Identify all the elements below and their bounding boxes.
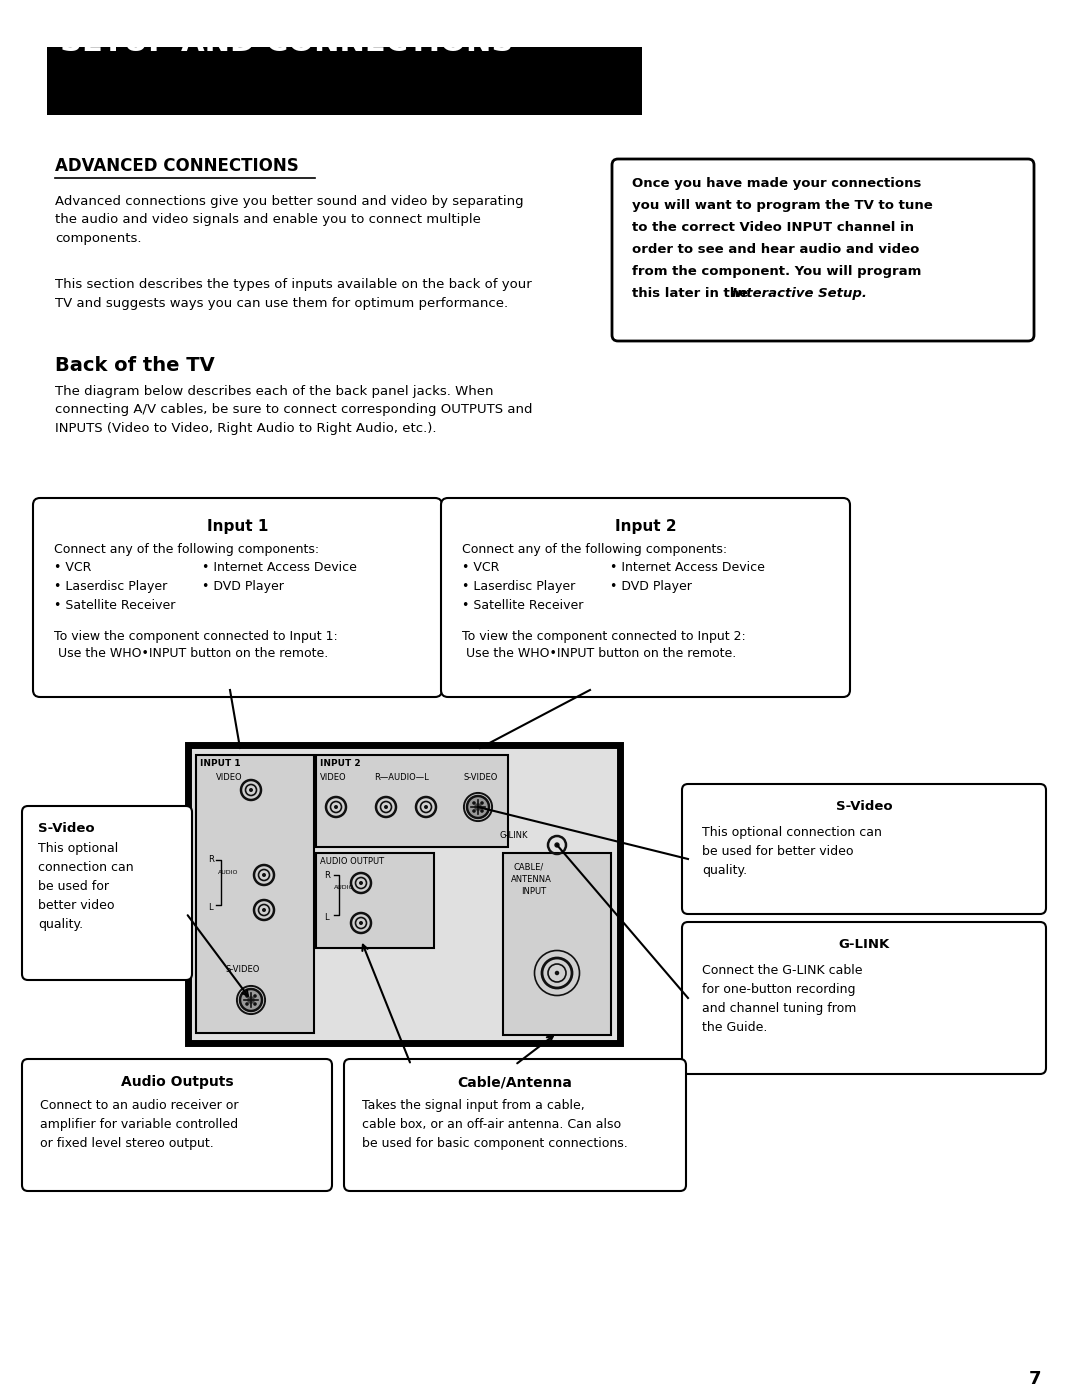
Text: Once you have made your connections: Once you have made your connections <box>632 177 921 190</box>
Circle shape <box>472 809 476 813</box>
Bar <box>316 854 434 949</box>
FancyBboxPatch shape <box>441 497 850 697</box>
FancyBboxPatch shape <box>22 806 192 981</box>
Text: To view the component connected to Input 2:: To view the component connected to Input… <box>462 630 746 643</box>
Circle shape <box>253 1002 257 1006</box>
Text: R: R <box>324 870 329 880</box>
Text: This optional
connection can
be used for
better video
quality.: This optional connection can be used for… <box>38 842 134 930</box>
Text: S-Video: S-Video <box>836 800 892 813</box>
Text: • Internet Access Device: • Internet Access Device <box>202 562 356 574</box>
Text: S-VIDEO: S-VIDEO <box>226 965 260 974</box>
Text: S-Video: S-Video <box>38 821 95 835</box>
Circle shape <box>334 805 338 809</box>
Text: Cable/Antenna: Cable/Antenna <box>458 1076 572 1090</box>
Circle shape <box>359 882 363 886</box>
FancyBboxPatch shape <box>681 784 1047 914</box>
Bar <box>316 754 508 847</box>
Text: INPUT: INPUT <box>521 887 546 895</box>
Bar <box>195 754 314 1032</box>
Text: AUDIO OUTPUT: AUDIO OUTPUT <box>320 856 384 866</box>
Text: Advanced connections give you better sound and video by separating
the audio and: Advanced connections give you better sou… <box>55 196 524 244</box>
Text: order to see and hear audio and video: order to see and hear audio and video <box>632 243 919 256</box>
Circle shape <box>262 873 266 877</box>
FancyBboxPatch shape <box>681 922 1047 1074</box>
Text: • Laserdisc Player: • Laserdisc Player <box>462 580 576 592</box>
Text: L: L <box>324 914 328 922</box>
Text: INPUT 1: INPUT 1 <box>200 759 241 768</box>
Text: Takes the signal input from a cable,
cable box, or an off-air antenna. Can also
: Takes the signal input from a cable, cab… <box>362 1099 627 1150</box>
Text: • DVD Player: • DVD Player <box>202 580 284 592</box>
Text: • VCR: • VCR <box>462 562 499 574</box>
Text: • Satellite Receiver: • Satellite Receiver <box>462 599 583 612</box>
Circle shape <box>467 796 489 819</box>
Text: ADVANCED CONNECTIONS: ADVANCED CONNECTIONS <box>55 156 299 175</box>
Circle shape <box>247 996 255 1004</box>
Text: CABLE/: CABLE/ <box>513 863 543 872</box>
Circle shape <box>245 995 248 997</box>
Text: Use the WHO•INPUT button on the remote.: Use the WHO•INPUT button on the remote. <box>462 647 737 659</box>
Text: to the correct Video INPUT channel in: to the correct Video INPUT channel in <box>632 221 914 235</box>
Circle shape <box>474 803 482 810</box>
Text: Back of the TV: Back of the TV <box>55 356 215 374</box>
Circle shape <box>472 802 476 805</box>
Circle shape <box>481 809 484 813</box>
Text: this later in the: this later in the <box>632 286 753 300</box>
Circle shape <box>384 805 388 809</box>
Text: The diagram below describes each of the back panel jacks. When
connecting A/V ca: The diagram below describes each of the … <box>55 386 532 434</box>
Circle shape <box>253 995 257 997</box>
Circle shape <box>262 908 266 912</box>
Text: you will want to program the TV to tune: you will want to program the TV to tune <box>632 198 933 212</box>
Text: SETUP AND CONNECTIONS: SETUP AND CONNECTIONS <box>60 28 513 57</box>
FancyBboxPatch shape <box>33 497 442 697</box>
Text: R—AUDIO—L: R—AUDIO—L <box>374 773 429 782</box>
Text: This section describes the types of inputs available on the back of your
TV and : This section describes the types of inpu… <box>55 278 531 310</box>
Text: L: L <box>208 902 213 912</box>
Text: Interactive Setup.: Interactive Setup. <box>732 286 867 300</box>
Circle shape <box>424 805 428 809</box>
Text: Input 1: Input 1 <box>206 520 268 534</box>
Circle shape <box>359 921 363 925</box>
Text: • Laserdisc Player: • Laserdisc Player <box>54 580 167 592</box>
Circle shape <box>249 788 253 792</box>
Bar <box>48 47 642 115</box>
Text: • Internet Access Device: • Internet Access Device <box>610 562 765 574</box>
Circle shape <box>240 989 262 1011</box>
Text: AUDIO: AUDIO <box>218 870 239 875</box>
Text: VIDEO: VIDEO <box>320 773 347 782</box>
Circle shape <box>555 971 559 975</box>
Text: R: R <box>208 855 214 863</box>
Text: • DVD Player: • DVD Player <box>610 580 692 592</box>
FancyBboxPatch shape <box>345 1059 686 1192</box>
Bar <box>188 745 620 1044</box>
Text: G-LINK: G-LINK <box>500 831 528 840</box>
Circle shape <box>245 1002 248 1006</box>
Text: VIDEO: VIDEO <box>216 773 243 782</box>
Text: Use the WHO•INPUT button on the remote.: Use the WHO•INPUT button on the remote. <box>54 647 328 659</box>
Text: 7: 7 <box>1029 1370 1041 1389</box>
Bar <box>503 854 611 1035</box>
Text: Input 2: Input 2 <box>615 520 676 534</box>
Text: Audio Outputs: Audio Outputs <box>121 1076 233 1090</box>
Text: • VCR: • VCR <box>54 562 92 574</box>
Text: INPUT 2: INPUT 2 <box>320 759 361 768</box>
Text: AUDIO: AUDIO <box>334 886 354 890</box>
Circle shape <box>481 802 484 805</box>
Text: Connect the G-LINK cable
for one-button recording
and channel tuning from
the Gu: Connect the G-LINK cable for one-button … <box>702 964 863 1034</box>
Text: Connect any of the following components:: Connect any of the following components: <box>462 543 727 556</box>
Text: ANTENNA: ANTENNA <box>511 875 552 884</box>
Text: This optional connection can
be used for better video
quality.: This optional connection can be used for… <box>702 826 882 877</box>
Text: To view the component connected to Input 1:: To view the component connected to Input… <box>54 630 338 643</box>
FancyBboxPatch shape <box>612 159 1034 341</box>
FancyBboxPatch shape <box>22 1059 332 1192</box>
Text: Connect to an audio receiver or
amplifier for variable controlled
or fixed level: Connect to an audio receiver or amplifie… <box>40 1099 239 1150</box>
Circle shape <box>554 842 559 848</box>
Text: • Satellite Receiver: • Satellite Receiver <box>54 599 175 612</box>
Text: G-LINK: G-LINK <box>838 937 890 951</box>
Text: from the component. You will program: from the component. You will program <box>632 265 921 278</box>
Text: S-VIDEO: S-VIDEO <box>464 773 498 782</box>
Text: Connect any of the following components:: Connect any of the following components: <box>54 543 319 556</box>
